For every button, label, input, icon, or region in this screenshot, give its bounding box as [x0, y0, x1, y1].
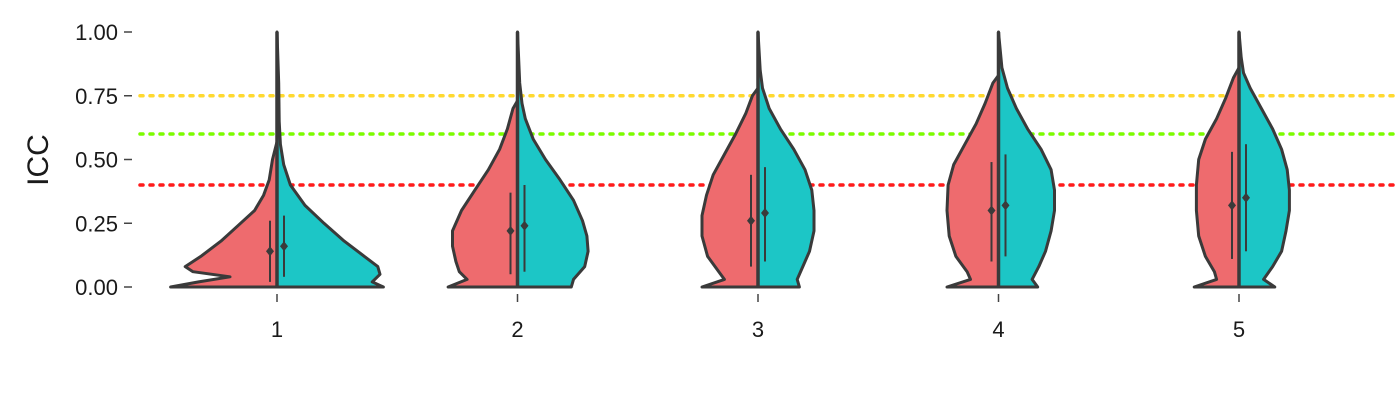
mean-marker-left-3: [747, 215, 755, 226]
y-tick-label: 0.00: [75, 275, 118, 300]
x-tick-label: 4: [992, 317, 1004, 342]
violin-half-left-5: [1192, 66, 1241, 289]
mean-marker-right-1: [280, 241, 288, 252]
x-axis: 1 2 3 4 5: [271, 294, 1245, 342]
y-axis: 0.00 0.25 0.50 0.75 1.00: [75, 20, 132, 300]
violin-half-right-2: [516, 30, 590, 289]
mean-marker-right-5: [1242, 192, 1250, 203]
x-tick-label: 2: [511, 317, 523, 342]
x-tick-label: 3: [752, 317, 764, 342]
violin-half-right-1: [275, 30, 385, 289]
x-tick-label: 1: [271, 317, 283, 342]
violin-group-4: [945, 30, 1056, 289]
y-tick-label: 0.75: [75, 84, 118, 109]
y-tick-label: 1.00: [75, 20, 118, 45]
violin-half-left-4: [945, 73, 1000, 289]
mean-marker-left-2: [506, 225, 515, 236]
violin-half-right-3: [756, 30, 816, 289]
violin-half-right-5: [1237, 30, 1291, 289]
mean-marker-left-1: [266, 246, 274, 257]
violin-half-right-4: [997, 30, 1056, 289]
y-tick-label: 0.50: [75, 148, 118, 173]
x-tick-label: 5: [1233, 317, 1245, 342]
violin-half-left-1: [169, 140, 279, 289]
mean-marker-left-4: [987, 205, 996, 216]
mean-marker-right-4: [1001, 200, 1010, 211]
mean-marker-right-3: [761, 208, 769, 219]
violin-group-1: [169, 30, 385, 289]
violin-groups: [169, 30, 1291, 289]
mean-marker-left-5: [1228, 200, 1236, 211]
mean-marker-right-2: [520, 220, 529, 231]
y-tick-label: 0.25: [75, 211, 118, 236]
violin-group-3: [700, 30, 816, 289]
violin-half-left-2: [446, 99, 519, 289]
y-axis-title: ICC: [22, 134, 55, 186]
violin-group-2: [446, 30, 590, 289]
violin-group-5: [1192, 30, 1291, 289]
violin-half-left-3: [700, 86, 760, 289]
